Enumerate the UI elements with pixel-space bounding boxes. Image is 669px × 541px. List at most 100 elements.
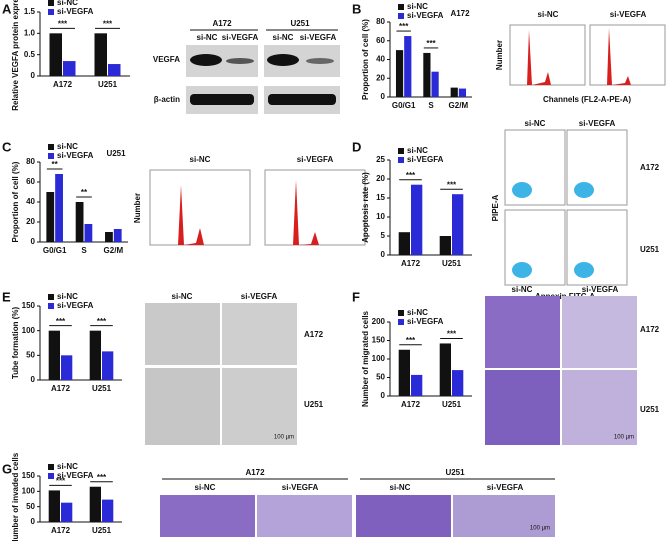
y-tick-label: 25 [376,155,385,164]
cell-line: U251 [304,400,324,409]
micrograph [485,296,560,368]
y-tick-label: 0 [381,391,386,400]
significance-label: *** [97,473,107,482]
cell-line: U251 [640,405,660,414]
x-tick-label: U251 [442,259,462,268]
legend-swatch [398,4,404,10]
band [190,94,254,105]
micrograph [453,495,555,537]
y-tick-label: 60 [376,36,385,45]
legend-label: si-NC [57,0,78,7]
panel-label: D [352,139,361,154]
bar [411,184,423,255]
x-tick-label: U251 [98,80,118,89]
lane-label: si-VEGFA [282,483,319,492]
group-label: si-VEGFA [582,285,619,294]
bar [113,229,122,242]
y-tick-label: 40 [26,197,35,206]
legend-swatch [398,319,404,325]
bar [89,330,101,380]
x-tick-label: A172 [53,80,73,89]
group-label: si-VEGFA [579,119,616,128]
micrograph [356,495,451,537]
bar [102,499,114,522]
group-label: si-NC [538,10,559,19]
significance-label: *** [56,477,66,486]
y-axis-label: Apoptosis rate (%) [361,172,370,243]
micrograph [145,368,220,445]
legend-label: si-NC [407,308,428,317]
y-tick-label: 60 [26,177,35,186]
x-tick-label: G2/M [449,101,469,110]
group-label: si-NC [525,119,546,128]
axis-label: Channels (FL2-A-PE-A) [543,95,631,104]
cell-cycle-histograms: si-NC si-VEGFA Number Channels (FL2-A-PE… [495,10,666,104]
micrograph [222,303,297,365]
y-axis-label: Proportion of cell (%) [11,161,20,242]
legend-label: si-NC [407,2,428,11]
apoptosis-plots: si-NC si-VEGFA A172 U251 PIPE-A Annexin … [491,119,660,301]
x-tick-label: A172 [401,259,421,268]
cell-line: A172 [640,163,660,172]
significance-label: *** [426,39,436,48]
cell-line: A172 [640,325,660,334]
x-tick-label: S [428,101,434,110]
bar [75,202,84,242]
cell-line: U251 [445,468,465,477]
migration-images: si-NC si-VEGFA A172 U251 100 µm [485,285,660,445]
y-tick-label: 80 [26,157,35,166]
bar [452,370,464,396]
micrograph [160,495,255,537]
bar [458,88,467,97]
bar [61,355,73,380]
y-tick-label: 100 [372,354,386,363]
y-tick-label: 50 [376,373,385,382]
x-tick-label: U251 [92,526,112,535]
panel-labels: A B C D E F G [2,1,361,476]
lane-label: si-VEGFA [300,33,337,42]
lane-label: si-NC [273,33,294,42]
significance-label: *** [97,317,107,326]
cell-line: A172 [212,19,232,28]
scale-label: 100 µm [530,526,550,532]
y-tick-label: 20 [376,174,385,183]
western-blot: A172 U251 si-NC si-VEGFA si-NC si-VEGFA … [153,19,340,114]
y-tick-label: 10 [376,212,385,221]
cell-cycle-histograms: si-NC si-VEGFA Number [133,155,366,246]
bar [61,502,73,522]
legend-swatch [398,13,404,19]
y-tick-label: 100 [22,486,36,495]
scale-label: 100 µm [614,435,634,441]
bar [411,374,423,396]
significance-label: *** [58,19,68,28]
bar [94,33,107,76]
panel-label: A [2,1,12,16]
y-tick-label: 0.5 [24,50,36,59]
histogram-peak [285,180,319,245]
micrograph [485,370,560,445]
axis-label: Number [133,193,142,223]
histogram-frame [589,24,666,86]
x-tick-label: U251 [92,384,112,393]
row-label: β-actin [154,95,180,104]
y-tick-label: 40 [376,55,385,64]
cell-cloud [574,262,594,278]
y-tick-label: 0 [31,375,36,384]
y-tick-label: 0 [381,250,386,259]
legend-swatch [48,9,54,15]
y-tick-label: 150 [372,336,386,345]
legend-swatch [48,303,54,309]
lane-label: si-NC [195,483,216,492]
significance-label: ** [52,160,59,169]
micrograph [562,296,637,368]
micrograph [222,368,297,445]
group-label: si-VEGFA [297,155,334,164]
bar-charts: 0 0.5 1.0 1.5 Relative VEGFA protein express… [11,0,472,541]
bar [395,50,404,97]
y-tick-label: 150 [22,471,36,480]
micrograph [562,370,637,445]
cell-line: U251 [640,245,660,254]
band [226,58,254,64]
x-tick-label: U251 [442,400,462,409]
histogram-peak [170,185,204,245]
